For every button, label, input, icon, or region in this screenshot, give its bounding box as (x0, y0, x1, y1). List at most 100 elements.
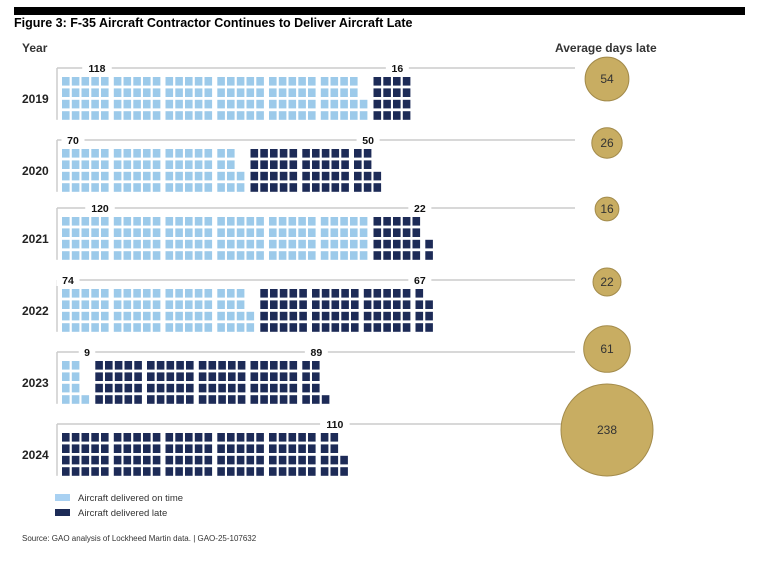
square-on-time (194, 300, 203, 309)
square-late (383, 311, 391, 321)
square-on-time (246, 323, 255, 332)
square-on-time (288, 217, 297, 226)
square-late (246, 444, 255, 453)
square-late (383, 300, 391, 309)
square-on-time (278, 88, 287, 97)
days-late-value: 61 (600, 342, 614, 356)
square-on-time (340, 111, 348, 120)
square-late (383, 239, 391, 249)
square-late (354, 160, 362, 169)
square-late (393, 311, 401, 321)
square-late (134, 395, 142, 404)
square-late (299, 300, 307, 309)
square-on-time (165, 239, 174, 249)
square-on-time (101, 323, 109, 332)
square-on-time (288, 228, 297, 237)
square-on-time (227, 251, 235, 260)
square-late (289, 383, 298, 393)
square-on-time (298, 88, 306, 97)
square-on-time (71, 217, 80, 226)
square-late (383, 228, 391, 237)
square-on-time (278, 77, 287, 86)
square-late (402, 228, 411, 237)
square-late (218, 361, 226, 370)
square-on-time (113, 111, 122, 120)
square-on-time (227, 171, 235, 181)
square-on-time (288, 239, 297, 249)
square-late (412, 228, 421, 237)
square-late (260, 311, 268, 321)
square-on-time (123, 300, 132, 309)
days-late-value: 16 (600, 202, 614, 216)
square-on-time (288, 111, 297, 120)
square-on-time (165, 183, 174, 192)
square-on-time (101, 160, 109, 169)
square-on-time (133, 289, 141, 298)
square-late (289, 311, 298, 321)
square-late (289, 323, 298, 332)
square-late (278, 467, 287, 476)
square-on-time (101, 239, 109, 249)
square-late (289, 183, 298, 192)
square-on-time (113, 228, 122, 237)
square-on-time (217, 289, 225, 298)
square-late (393, 99, 401, 109)
label-background (56, 274, 80, 286)
square-late (425, 239, 433, 249)
square-on-time (350, 88, 358, 97)
square-late (425, 323, 433, 332)
square-on-time (165, 251, 174, 260)
square-late (218, 383, 226, 393)
square-on-time (113, 77, 122, 86)
square-on-time (71, 323, 80, 332)
square-on-time (101, 183, 109, 192)
square-late (186, 395, 194, 404)
square-on-time (236, 289, 245, 298)
square-on-time (123, 88, 132, 97)
square-on-time (278, 251, 287, 260)
square-on-time (113, 217, 122, 226)
square-on-time (71, 311, 80, 321)
square-late (113, 444, 122, 453)
square-on-time (71, 171, 80, 181)
square-late (152, 444, 161, 453)
label-background (78, 346, 96, 358)
square-on-time (246, 239, 255, 249)
square-late (383, 88, 391, 97)
square-on-time (152, 323, 161, 332)
square-late (208, 361, 217, 370)
square-on-time (81, 160, 90, 169)
square-on-time (81, 111, 90, 120)
square-late (373, 217, 382, 226)
year-row-2021: 2021 120 22 16 (22, 196, 620, 260)
square-on-time (143, 311, 151, 321)
year-row-2023: 2023 9 89 61 (22, 325, 631, 404)
square-on-time (194, 171, 203, 181)
square-on-time (227, 111, 235, 120)
square-late (250, 183, 259, 192)
late-count: 16 (392, 63, 404, 75)
square-late (260, 183, 268, 192)
square-late (124, 383, 133, 393)
square-on-time (71, 183, 80, 192)
square-late (279, 160, 288, 169)
days-late-bubble (592, 267, 622, 297)
square-late (308, 455, 316, 465)
square-late (341, 323, 349, 332)
square-on-time (113, 251, 122, 260)
square-late (81, 433, 90, 442)
square-on-time (133, 217, 141, 226)
square-late (341, 289, 349, 298)
square-late (95, 395, 103, 404)
square-on-time (62, 300, 70, 309)
square-late (321, 160, 330, 169)
square-on-time (204, 183, 213, 192)
square-on-time (236, 77, 245, 86)
square-late (260, 383, 268, 393)
square-late (133, 467, 141, 476)
square-on-time (204, 111, 213, 120)
square-on-time (175, 88, 183, 97)
square-late (302, 395, 310, 404)
square-late (298, 455, 306, 465)
square-late (351, 311, 359, 321)
